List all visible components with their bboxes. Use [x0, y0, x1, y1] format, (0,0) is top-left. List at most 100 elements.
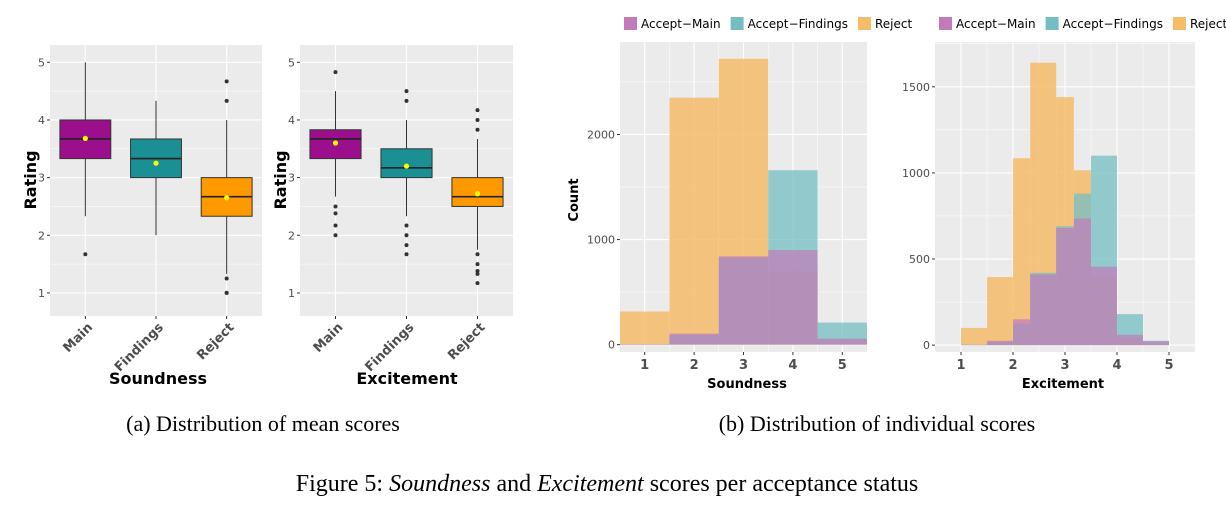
bar-main: [669, 333, 719, 345]
bar-reject: [620, 311, 670, 345]
outlier-point: [404, 252, 409, 257]
x-tick-label: 4: [1112, 358, 1121, 373]
caption-middle: and: [490, 471, 537, 497]
mean-point-findings: [403, 163, 410, 169]
outlier-point: [404, 233, 409, 238]
legend-label: Accept−Main: [641, 17, 721, 31]
caption-prefix: Figure 5:: [296, 471, 389, 497]
outlier-point: [83, 252, 88, 257]
legend-swatch: [857, 17, 871, 30]
x-tick-label-reject: Reject: [445, 320, 488, 363]
box-soundness-xlabel: Soundness: [109, 369, 207, 388]
hist-soundness-xlabel: Soundness: [707, 377, 787, 392]
y-tick-label: 1000: [587, 234, 615, 247]
caption-term-excitement: Excitement: [536, 471, 645, 497]
bar-main: [1030, 274, 1057, 346]
box-excitement-ylabel: Rating: [271, 150, 290, 209]
mean-point-main: [332, 140, 339, 146]
bar-main: [1117, 334, 1143, 346]
outlier-point: [475, 252, 480, 257]
outlier-point: [333, 204, 338, 209]
outlier-point: [224, 79, 229, 84]
outlier-point: [475, 117, 480, 122]
hist-soundness-ylabel: Count: [567, 178, 582, 221]
outlier-point: [475, 108, 480, 113]
outlier-point: [333, 233, 338, 238]
x-tick-label: 3: [1060, 358, 1069, 373]
y-tick-label: 4: [38, 114, 45, 127]
y-tick-label: 3: [288, 172, 295, 185]
legend-label: Accept−Findings: [748, 17, 848, 31]
subcaption-a: (a) Distribution of mean scores: [126, 411, 400, 436]
bar-main: [1143, 341, 1169, 346]
box-main: [309, 129, 362, 160]
histogram-soundness: 0 1000 2000 1 2 3 4 5 Accept−Main Accept−Findings…: [587, 17, 912, 373]
x-tick-label: 2: [1008, 358, 1017, 373]
figure-caption: Figure 5: Soundness and Excitement score…: [296, 471, 918, 497]
bar-main: [718, 256, 769, 345]
outlier-point: [333, 211, 338, 216]
y-tick-label: 0: [923, 339, 930, 352]
y-tick-label: 2: [288, 229, 295, 242]
caption-suffix: scores per acceptance status: [644, 471, 919, 497]
outlier-point: [224, 98, 229, 103]
bar-main: [1091, 266, 1117, 346]
subcaption-b: (b) Distribution of individual scores: [719, 411, 1036, 436]
y-tick-label: 2000: [587, 128, 615, 141]
legend-swatch: [1172, 17, 1186, 30]
bar-main: [768, 250, 818, 345]
outlier-point: [475, 127, 480, 132]
y-tick-label: 4: [288, 114, 295, 127]
x-tick-label-main: Main: [311, 320, 347, 356]
outlier-point: [333, 223, 338, 228]
outlier-point: [224, 276, 229, 281]
y-tick-label: 1: [288, 287, 295, 300]
outlier-point: [404, 243, 409, 248]
legend-label: Reject: [1190, 17, 1226, 31]
x-tick-label: 1: [640, 358, 649, 373]
y-tick-label: 0: [608, 339, 615, 352]
y-tick-label: 1500: [902, 81, 930, 94]
bar-main: [1013, 319, 1031, 346]
legend-swatch: [939, 17, 952, 30]
bar-reject: [961, 327, 987, 346]
outlier-point: [404, 223, 409, 228]
y-tick-label: 500: [909, 253, 930, 266]
x-tick-label: 4: [788, 358, 797, 373]
x-tick-label-findings: Findings: [112, 320, 167, 375]
y-tick-label: 1: [38, 287, 45, 300]
mean-point-main: [82, 135, 88, 142]
x-tick-label-main: Main: [61, 320, 97, 356]
legend-label: Reject: [875, 17, 912, 31]
mean-point-reject: [474, 191, 481, 197]
y-tick-label: 3: [38, 172, 45, 185]
mean-point-reject: [224, 195, 230, 201]
histogram-excitement: 0 500 1000 1500 1 2 3 4 5 Accept−Main Accept−Findi…: [902, 17, 1226, 373]
bar-main: [1073, 218, 1091, 346]
x-tick-label-findings: Findings: [362, 320, 417, 375]
x-tick-label: 2: [690, 358, 699, 373]
x-tick-label-reject: Reject: [194, 320, 237, 363]
x-tick-label: 5: [838, 358, 847, 373]
box-excitement-xlabel: Excitement: [356, 369, 458, 388]
x-tick-label: 5: [1164, 358, 1173, 373]
x-tick-label: 1: [956, 358, 965, 373]
y-tick-label: 5: [38, 56, 45, 69]
y-tick-label: 1000: [902, 167, 930, 180]
outlier-point: [475, 271, 480, 276]
outlier-point: [333, 70, 338, 75]
legend-label: Accept−Main: [956, 17, 1036, 31]
bar-main: [987, 340, 1013, 346]
outlier-point: [404, 98, 409, 103]
legend-swatch: [730, 17, 744, 30]
bar-main: [817, 338, 867, 345]
y-tick-label: 2: [38, 229, 45, 242]
outlier-point: [475, 262, 480, 267]
bar-reject: [987, 277, 1013, 346]
caption-term-soundness: Soundness: [389, 471, 490, 497]
bar-reject: [669, 97, 719, 345]
box-findings: [380, 148, 433, 179]
y-tick-label: 5: [288, 56, 295, 69]
outlier-point: [224, 290, 229, 295]
